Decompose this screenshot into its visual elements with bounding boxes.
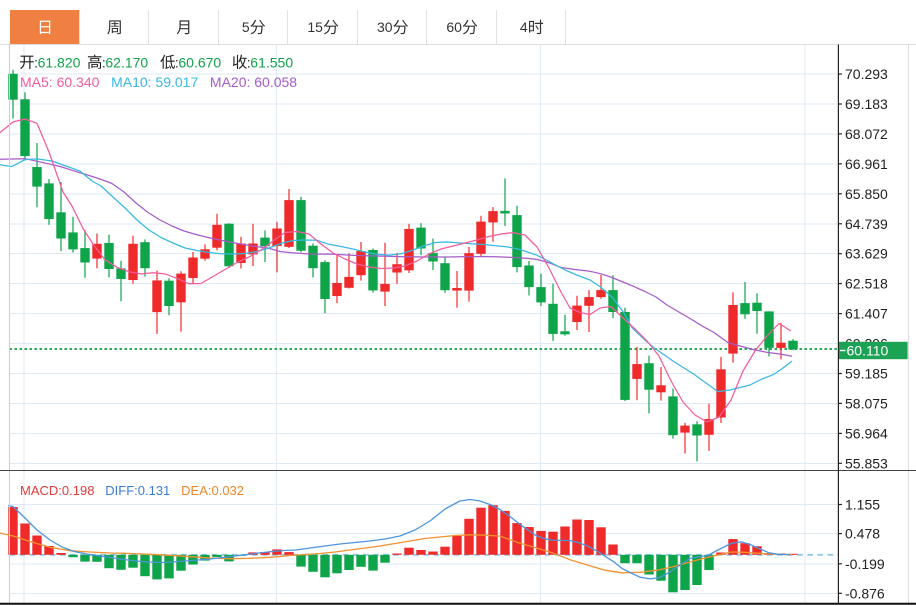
svg-text::: : [102, 55, 106, 71]
svg-text:30: 30 [377, 19, 393, 35]
svg-text:4: 4 [520, 19, 528, 35]
svg-text:69.183: 69.183 [845, 96, 888, 112]
svg-text::: : [175, 55, 179, 71]
svg-text:60: 60 [446, 19, 462, 35]
svg-text:-0.876: -0.876 [845, 585, 885, 601]
svg-text:-0.199: -0.199 [845, 556, 885, 572]
svg-text::: : [34, 55, 38, 71]
svg-text:70.293: 70.293 [845, 66, 888, 82]
svg-text:60.110: 60.110 [847, 342, 889, 358]
svg-text:60.670: 60.670 [178, 55, 221, 71]
svg-text:59.185: 59.185 [845, 366, 888, 382]
svg-text:61.550: 61.550 [250, 55, 293, 71]
svg-text:65.850: 65.850 [845, 186, 888, 202]
svg-text:63.629: 63.629 [845, 246, 888, 262]
svg-text:68.072: 68.072 [845, 126, 888, 142]
svg-text:0.478: 0.478 [845, 526, 880, 542]
svg-text:5: 5 [242, 19, 250, 35]
svg-text:61.820: 61.820 [38, 55, 81, 71]
svg-text:58.075: 58.075 [845, 395, 888, 411]
svg-text:66.961: 66.961 [845, 156, 888, 172]
svg-text:62.170: 62.170 [105, 55, 148, 71]
svg-text:64.739: 64.739 [845, 216, 888, 232]
svg-text:1.155: 1.155 [845, 497, 880, 513]
svg-text:15: 15 [307, 19, 323, 35]
svg-text:62.518: 62.518 [845, 276, 888, 292]
svg-text::: : [247, 55, 251, 71]
svg-text:56.964: 56.964 [845, 425, 888, 441]
svg-text:55.853: 55.853 [845, 455, 888, 471]
svg-text:61.407: 61.407 [845, 306, 888, 322]
